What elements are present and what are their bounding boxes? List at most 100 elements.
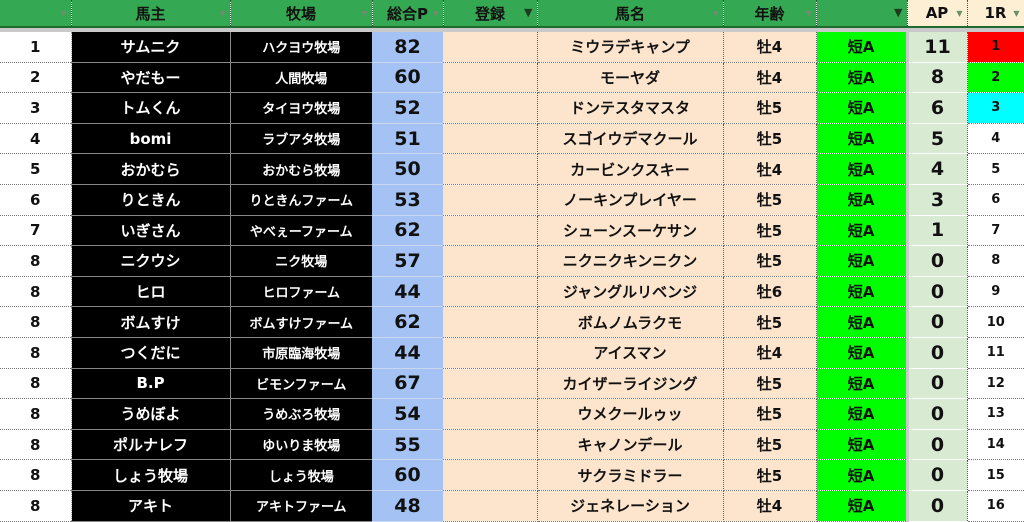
cell-ap[interactable]: 3 bbox=[905, 184, 967, 216]
cell-rank[interactable]: 2 bbox=[0, 62, 72, 94]
cell-class[interactable]: 短A bbox=[816, 184, 908, 216]
cell-r1[interactable]: 1 bbox=[966, 32, 1024, 63]
cell-owner[interactable]: うめぼよ bbox=[71, 398, 231, 430]
cell-age[interactable]: 牡5 bbox=[723, 459, 817, 491]
header-rank[interactable]: ▼ bbox=[0, 0, 72, 28]
cell-age[interactable]: 牡5 bbox=[723, 184, 817, 216]
cell-age[interactable]: 牡6 bbox=[723, 276, 817, 308]
cell-class[interactable]: 短A bbox=[816, 123, 908, 155]
cell-horse[interactable]: モーヤダ bbox=[537, 62, 724, 94]
cell-horse[interactable]: アイスマン bbox=[537, 337, 724, 369]
cell-owner[interactable]: やだもー bbox=[71, 62, 231, 94]
header-ap[interactable]: AP ▼ bbox=[907, 0, 968, 28]
cell-owner[interactable]: B.P bbox=[71, 368, 231, 400]
cell-points[interactable]: 44 bbox=[372, 337, 443, 369]
cell-class[interactable]: 短A bbox=[816, 245, 908, 277]
cell-horse[interactable]: ウメクールゥッ bbox=[537, 398, 724, 430]
cell-registered[interactable] bbox=[443, 245, 538, 277]
cell-class[interactable]: 短A bbox=[816, 153, 908, 185]
cell-points[interactable]: 53 bbox=[372, 184, 443, 216]
cell-farm[interactable]: ゆいりま牧場 bbox=[230, 429, 372, 461]
cell-points[interactable]: 57 bbox=[372, 245, 443, 277]
cell-rank[interactable]: 8 bbox=[0, 490, 72, 522]
cell-farm[interactable]: やべぇーファーム bbox=[230, 215, 372, 247]
cell-points[interactable]: 55 bbox=[372, 429, 443, 461]
cell-rank[interactable]: 8 bbox=[0, 368, 72, 400]
cell-registered[interactable] bbox=[443, 32, 538, 63]
cell-ap[interactable]: 0 bbox=[905, 490, 967, 522]
cell-horse[interactable]: キャノンデール bbox=[537, 429, 724, 461]
cell-points[interactable]: 62 bbox=[372, 215, 443, 247]
cell-rank[interactable]: 8 bbox=[0, 429, 72, 461]
cell-points[interactable]: 82 bbox=[372, 32, 443, 63]
cell-age[interactable]: 牡5 bbox=[723, 215, 817, 247]
cell-points[interactable]: 62 bbox=[372, 306, 443, 338]
cell-class[interactable]: 短A bbox=[816, 368, 908, 400]
cell-r1[interactable]: 16 bbox=[966, 490, 1024, 522]
cell-age[interactable]: 牡4 bbox=[723, 32, 817, 63]
cell-ap[interactable]: 0 bbox=[905, 459, 967, 491]
cell-horse[interactable]: ジェネレーション bbox=[537, 490, 724, 522]
cell-horse[interactable]: スゴイウデマクール bbox=[537, 123, 724, 155]
cell-registered[interactable] bbox=[443, 123, 538, 155]
cell-registered[interactable] bbox=[443, 429, 538, 461]
cell-points[interactable]: 67 bbox=[372, 368, 443, 400]
cell-farm[interactable]: ハクヨウ牧場 bbox=[230, 32, 372, 63]
cell-age[interactable]: 牡4 bbox=[723, 153, 817, 185]
cell-ap[interactable]: 0 bbox=[905, 429, 967, 461]
cell-ap[interactable]: 0 bbox=[905, 276, 967, 308]
cell-registered[interactable] bbox=[443, 398, 538, 430]
cell-rank[interactable]: 6 bbox=[0, 184, 72, 216]
cell-farm[interactable]: 人間牧場 bbox=[230, 62, 372, 94]
cell-points[interactable]: 54 bbox=[372, 398, 443, 430]
cell-points[interactable]: 50 bbox=[372, 153, 443, 185]
filter-active-icon[interactable]: ▼ bbox=[894, 6, 903, 19]
cell-owner[interactable]: サムニク bbox=[71, 32, 231, 63]
cell-r1[interactable]: 10 bbox=[966, 306, 1024, 338]
filter-icon[interactable]: ▼ bbox=[1013, 9, 1020, 18]
cell-rank[interactable]: 8 bbox=[0, 337, 72, 369]
cell-owner[interactable]: つくだに bbox=[71, 337, 231, 369]
cell-rank[interactable]: 1 bbox=[0, 32, 72, 63]
cell-class[interactable]: 短A bbox=[816, 92, 908, 124]
cell-horse[interactable]: ミウラデキャンプ bbox=[537, 32, 724, 63]
cell-age[interactable]: 牡4 bbox=[723, 337, 817, 369]
cell-r1[interactable]: 15 bbox=[966, 459, 1024, 491]
cell-farm[interactable]: アキトファーム bbox=[230, 490, 372, 522]
cell-farm[interactable]: ニク牧場 bbox=[230, 245, 372, 277]
cell-farm[interactable]: ラブアタ牧場 bbox=[230, 123, 372, 155]
filter-icon[interactable]: ▼ bbox=[805, 9, 812, 18]
cell-horse[interactable]: カービンクスキー bbox=[537, 153, 724, 185]
cell-ap[interactable]: 5 bbox=[905, 123, 967, 155]
cell-farm[interactable]: しょう牧場 bbox=[230, 459, 372, 491]
cell-registered[interactable] bbox=[443, 276, 538, 308]
cell-age[interactable]: 牡5 bbox=[723, 123, 817, 155]
header-age[interactable]: 年齢 ▼ bbox=[723, 0, 817, 28]
cell-owner[interactable]: ヒロ bbox=[71, 276, 231, 308]
cell-owner[interactable]: おかむら bbox=[71, 153, 231, 185]
cell-ap[interactable]: 0 bbox=[905, 245, 967, 277]
header-owner[interactable]: 馬主 ▼ bbox=[71, 0, 231, 28]
filter-icon[interactable]: ▼ bbox=[60, 9, 67, 18]
cell-registered[interactable] bbox=[443, 368, 538, 400]
cell-r1[interactable]: 9 bbox=[966, 276, 1024, 308]
cell-ap[interactable]: 0 bbox=[905, 398, 967, 430]
cell-age[interactable]: 牡5 bbox=[723, 429, 817, 461]
filter-icon[interactable]: ▼ bbox=[361, 9, 368, 18]
cell-horse[interactable]: ボムノムラクモ bbox=[537, 306, 724, 338]
cell-owner[interactable]: ボムすけ bbox=[71, 306, 231, 338]
cell-ap[interactable]: 0 bbox=[905, 306, 967, 338]
cell-horse[interactable]: ノーキンプレイヤー bbox=[537, 184, 724, 216]
cell-rank[interactable]: 3 bbox=[0, 92, 72, 124]
cell-farm[interactable]: ボムすけファーム bbox=[230, 306, 372, 338]
cell-ap[interactable]: 6 bbox=[905, 92, 967, 124]
cell-age[interactable]: 牡5 bbox=[723, 306, 817, 338]
cell-rank[interactable]: 8 bbox=[0, 459, 72, 491]
cell-r1[interactable]: 12 bbox=[966, 368, 1024, 400]
cell-registered[interactable] bbox=[443, 62, 538, 94]
cell-horse[interactable]: ニクニクキンニクン bbox=[537, 245, 724, 277]
cell-horse[interactable]: サクラミドラー bbox=[537, 459, 724, 491]
filter-icon[interactable]: ▼ bbox=[432, 9, 439, 18]
cell-r1[interactable]: 11 bbox=[966, 337, 1024, 369]
cell-age[interactable]: 牡5 bbox=[723, 92, 817, 124]
